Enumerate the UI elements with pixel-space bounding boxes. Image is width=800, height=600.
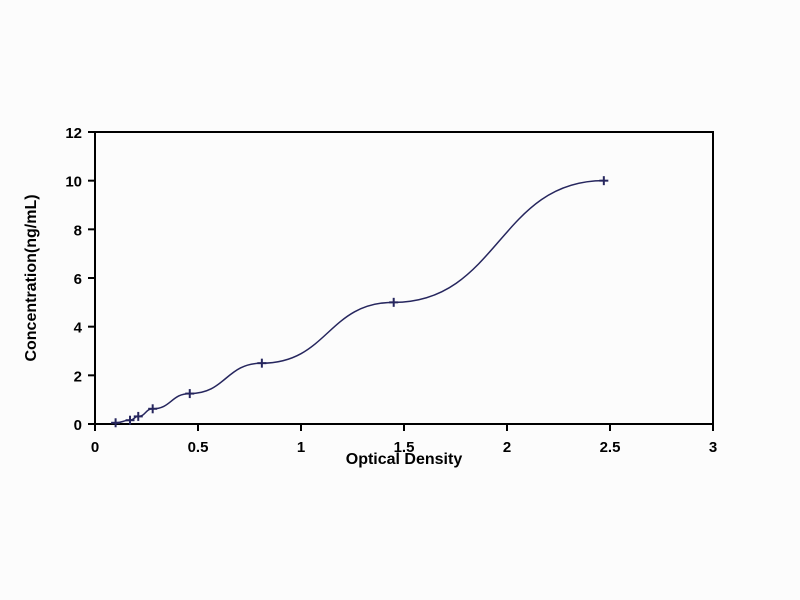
y-axis-tick-label: 12 [65,125,82,142]
y-axis-tick-label: 6 [74,271,82,288]
x-axis-tick-label: 1.5 [394,439,415,456]
y-axis-tick-label: 8 [74,222,82,239]
plot-frame [94,131,714,425]
x-axis-tick-label: 0.5 [188,439,209,456]
x-axis-tick-label: 3 [709,439,717,456]
x-axis-tick-label: 2.5 [600,439,621,456]
y-axis-tick-label: 4 [74,320,83,337]
y-axis-tick-label: 0 [74,417,82,434]
x-axis-label: Optical Density [346,451,463,468]
y-axis-label: Concentration(ng/mL) [23,194,40,361]
y-axis-tick-label: 10 [65,174,82,191]
x-axis-tick-label: 1 [297,439,305,456]
x-axis-tick-label: 0 [91,439,99,456]
y-axis-tick-label: 2 [74,368,82,385]
x-axis-tick-label: 2 [503,439,511,456]
standard-curve-line [115,179,604,424]
plot-generated-layer: 0 0.5 1 1.5 2 2.5 3 0 2 4 6 8 10 12 [65,125,717,456]
